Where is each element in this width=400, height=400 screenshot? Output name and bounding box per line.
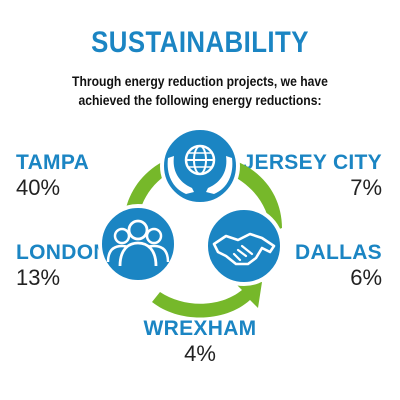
city-percent: 4% — [184, 341, 216, 366]
city-percent: 7% — [350, 175, 382, 200]
city-percent: 6% — [350, 265, 382, 290]
people-group-icon — [98, 204, 178, 284]
city-tampa: TAMPA 40% — [16, 150, 89, 200]
page-subtitle: Through energy reduction projects, we ha… — [20, 72, 380, 110]
city-name: WREXHAM — [143, 317, 257, 340]
city-percent: 13% — [16, 265, 61, 290]
city-jersey-city: JERSEY CITY 7% — [243, 150, 382, 200]
page-title: SUSTAINABILITY — [91, 26, 309, 59]
handshake-icon — [204, 206, 284, 286]
city-london: LONDON 13% — [16, 240, 109, 290]
city-name: DALLAS — [295, 241, 382, 264]
subtitle-line-1: Through energy reduction projects, we ha… — [72, 74, 328, 89]
city-name: TAMPA — [16, 151, 90, 174]
city-dallas: DALLAS 6% — [295, 240, 382, 290]
city-wrexham: WREXHAM 4% — [140, 316, 260, 366]
city-name: JERSEY CITY — [242, 151, 382, 174]
city-name: LONDON — [16, 241, 109, 264]
ring-arc-bottom — [152, 282, 262, 318]
hands-globe-icon — [160, 126, 240, 206]
subtitle-line-2: achieved the following energy reductions… — [78, 93, 322, 108]
city-percent: 40% — [16, 175, 61, 200]
